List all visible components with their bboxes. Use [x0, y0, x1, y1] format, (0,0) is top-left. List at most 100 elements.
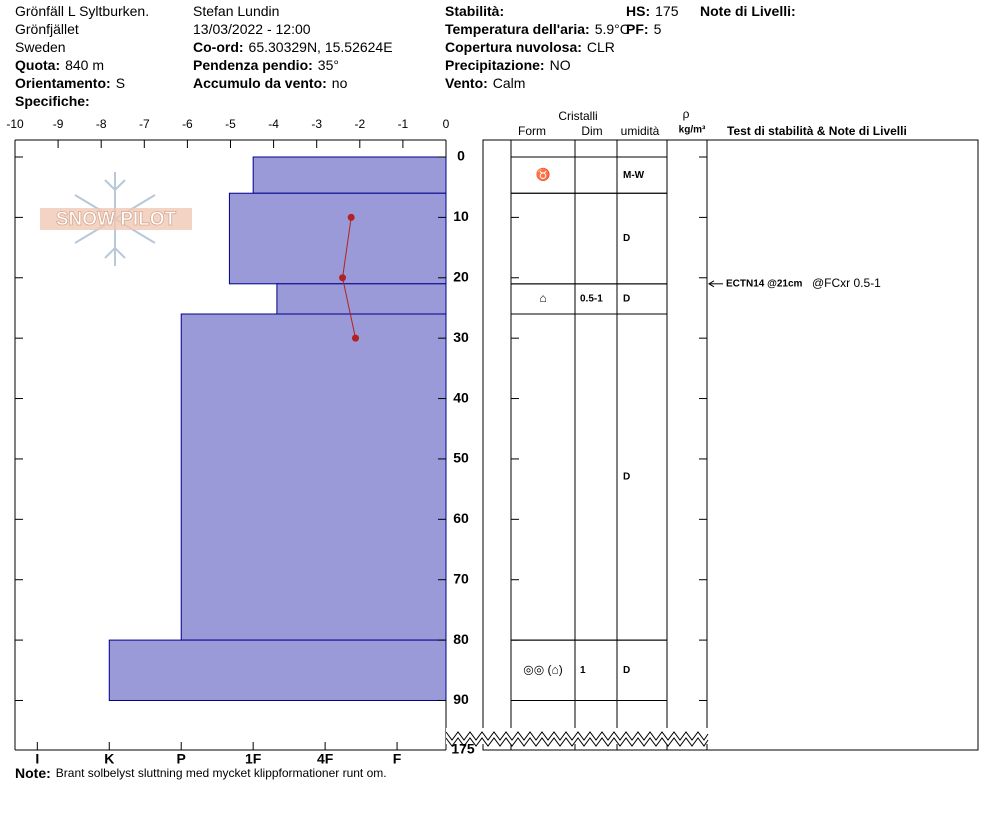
field-value: 840 m	[65, 57, 104, 73]
field-label: Orientamento:	[15, 75, 111, 91]
y-tick-label: 70	[453, 570, 469, 586]
field: Grönfjället	[15, 21, 79, 37]
depth-break	[445, 731, 709, 741]
table-header: umidità	[621, 124, 660, 138]
temperature-point	[351, 334, 359, 342]
table-header: kg/m³	[679, 125, 706, 136]
field: Sweden	[15, 39, 66, 55]
moisture: D	[623, 472, 630, 483]
x-tick-label: -8	[96, 117, 107, 131]
field-label: Co-ord:	[193, 39, 244, 55]
field-value: 5.9°C	[595, 21, 630, 37]
field: Co-ord: 65.30329N, 15.52624E	[193, 39, 393, 55]
field: Accumulo da vento: no	[193, 75, 348, 91]
table-header: Test di stabilità & Note di Livelli	[727, 124, 907, 138]
field: Orientamento: S	[15, 75, 125, 91]
x-tick-label: -1	[398, 117, 409, 131]
field-value: S	[116, 75, 125, 91]
temperature-point	[339, 274, 347, 282]
x-tick-label: -4	[268, 117, 279, 131]
x2-tick-label: K	[104, 751, 114, 767]
note-label: Note:	[15, 765, 51, 781]
logo-text: SNOW PILOT	[56, 209, 177, 230]
test-arrowhead	[708, 280, 715, 288]
x-tick-label: -10	[6, 117, 24, 131]
y-tick-label: 0	[457, 148, 465, 164]
field-label: Copertura nuvolosa:	[445, 39, 582, 55]
table-header: Form	[518, 124, 546, 138]
x2-tick-label: 1F	[245, 751, 262, 767]
field: Copertura nuvolosa: CLR	[445, 39, 615, 55]
field-value: Stefan Lundin	[193, 3, 279, 19]
field-value: Grönfjället	[15, 21, 79, 37]
x2-tick-label: P	[177, 751, 186, 767]
field: Vento: Calm	[445, 75, 525, 91]
moisture: D	[623, 233, 630, 244]
grain-form: ⌂	[539, 291, 546, 305]
test-result: ECTN14 @21cm	[726, 278, 803, 289]
note: Note: Brant solbelyst sluttning med mycke…	[15, 765, 387, 781]
table-header: Cristalli	[558, 109, 597, 123]
field-label: Pendenza pendio:	[193, 57, 313, 73]
grain-size: 0.5-1	[580, 294, 603, 305]
note-text: Brant solbelyst sluttning med mycket kli…	[56, 766, 387, 780]
moisture: D	[623, 665, 630, 676]
y-tick-label: 80	[453, 631, 469, 647]
hardness-bar	[228, 192, 447, 285]
field: Stefan Lundin	[193, 3, 279, 19]
field-value: Grönfäll L Syltburken.	[15, 3, 149, 19]
field-value: Sweden	[15, 39, 66, 55]
field: PF: 5	[626, 21, 662, 37]
field: Stabilità:	[445, 3, 504, 19]
field-value: CLR	[587, 39, 615, 55]
field: 13/03/2022 - 12:00	[193, 21, 311, 37]
field-value: 5	[654, 21, 662, 37]
field-value: NO	[550, 57, 571, 73]
field-value: 175	[655, 3, 679, 19]
grain-size: 1	[580, 665, 586, 676]
field: Quota: 840 m	[15, 57, 104, 73]
field-label: HS:	[626, 3, 650, 19]
y-tick-label: 40	[453, 389, 469, 405]
grain-form: ♉	[536, 167, 551, 181]
x-tick-label: -3	[311, 117, 322, 131]
y-tick-label: 30	[453, 329, 469, 345]
field-value: Calm	[493, 75, 526, 91]
field-label: Specifiche:	[15, 93, 90, 109]
x-tick-label: 0	[443, 117, 450, 131]
field-value: 13/03/2022 - 12:00	[193, 21, 311, 37]
field-label: Note di Livelli:	[700, 3, 796, 19]
field: HS: 175	[626, 3, 679, 19]
x-tick-label: -5	[225, 117, 236, 131]
x2-tick-label: F	[393, 751, 402, 767]
hardness-bar	[180, 313, 447, 641]
field-value: 65.30329N, 15.52624E	[249, 39, 393, 55]
field-label: Quota:	[15, 57, 60, 73]
x-tick-label: -9	[53, 117, 64, 131]
field-label: Accumulo da vento:	[193, 75, 327, 91]
table-header: ρ	[683, 107, 690, 121]
field: Temperatura dell'aria: 5.9°C	[445, 21, 630, 37]
field: Note di Livelli:	[700, 3, 796, 19]
field-label: PF:	[626, 21, 649, 37]
x-tick-label: -2	[354, 117, 365, 131]
hardness-bar	[252, 156, 447, 194]
y-tick-label: 20	[453, 268, 469, 284]
field-label: Precipitazione:	[445, 57, 545, 73]
field: Precipitazione: NO	[445, 57, 571, 73]
x-tick-label: -6	[182, 117, 193, 131]
field: Pendenza pendio: 35°	[193, 57, 339, 73]
table-header: Dim	[581, 124, 602, 138]
hs-depth-label: 175	[451, 741, 475, 757]
y-tick-label: 90	[453, 691, 469, 707]
field-value: no	[332, 75, 348, 91]
hardness-bar	[108, 639, 447, 701]
field-label: Vento:	[445, 75, 488, 91]
moisture: D	[623, 294, 630, 305]
temperature-point	[347, 213, 355, 221]
test-detail: @FCxr 0.5-1	[812, 276, 881, 290]
logo-band	[40, 208, 192, 230]
depth-break	[445, 737, 709, 747]
field: Grönfäll L Syltburken.	[15, 3, 149, 19]
y-tick-label: 50	[453, 450, 469, 466]
